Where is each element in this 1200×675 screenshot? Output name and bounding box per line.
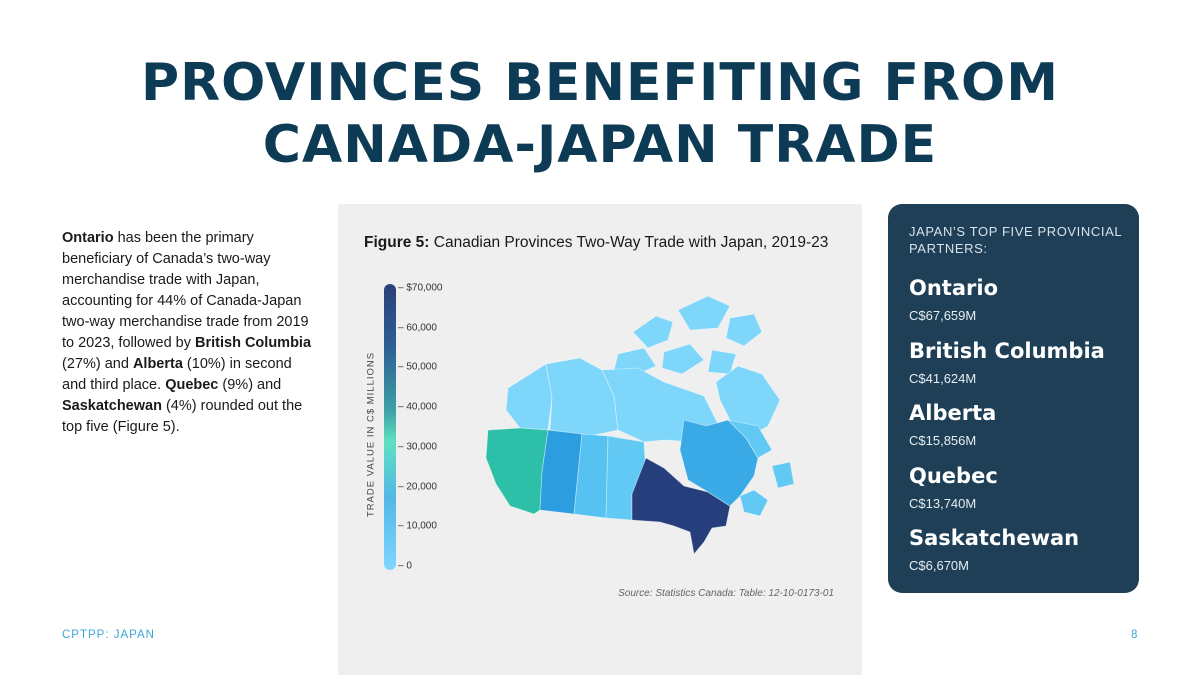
scale-tick-label: 20,000 [398,481,437,492]
intro-paragraph: Ontario has been the primary beneficiary… [62,228,314,438]
intro-text-3: (10%) in second and third place. [62,356,292,393]
partner-value: C$6,670M [909,558,969,573]
partner-entry: Ontario C$67,659M [909,276,998,323]
arctic-island [677,295,731,331]
intro-text-2: (27%) and [62,356,133,372]
scale-tick-label: 10,000 [398,521,437,532]
figure-source: Source: Statistics Canada: Table: 12-10-… [618,588,834,599]
partner-name: Quebec [909,463,998,488]
scale-tick-label: 60,000 [398,322,437,333]
arctic-island [661,343,705,375]
alberta [539,429,583,515]
top-partners-heading: JAPAN’S TOP FIVE PROVINCIAL PARTNERS: [909,224,1122,256]
page-title: PROVINCES BENEFITING FROM CANADA-JAPAN T… [0,52,1200,176]
partner-entry: British Columbia C$41,624M [909,339,1105,386]
partner-entry: Alberta C$15,856M [909,401,996,448]
footer-label: CPTPP: JAPAN [62,629,155,641]
intro-text-4: (9%) and [218,377,282,393]
arctic-island [632,315,674,349]
partner-value: C$13,740M [909,495,977,511]
partner-name: Alberta [909,401,997,425]
page-number: 8 [1131,629,1138,641]
page-title-line-1: PROVINCES BENEFITING FROM [140,53,1059,113]
yukon [505,363,553,431]
scale-tick-label: 50,000 [398,362,437,373]
top-partners-panel: JAPAN’S TOP FIVE PROVINCIAL PARTNERS: On… [888,204,1139,593]
intro-saskatchewan: Saskatchewan [62,398,162,414]
ontario [631,457,731,555]
figure-title: Figure 5: Canadian Provinces Two-Way Tra… [364,234,844,252]
figure-panel: Figure 5: Canadian Provinces Two-Way Tra… [338,204,862,675]
intro-text-5: (4%) rounded out the top five (Figure 5)… [62,398,303,435]
partner-name: Ontario [909,276,998,300]
partner-value: C$67,659M [909,308,977,323]
newfoundland-labrador [726,419,773,459]
partner-value: C$15,856M [909,433,977,448]
partner-entry: Saskatchewan C$6,670M [909,526,1079,573]
intro-quebec: Quebec [165,377,219,393]
partner-name: British Columbia [909,338,1105,363]
baffin-island [715,365,781,437]
maritimes [739,489,769,517]
arctic-island [725,313,763,347]
partner-value: C$41,624M [909,370,977,386]
figure-title-text: Canadian Provinces Two-Way Trade with Ja… [429,234,829,251]
scale-tick-label: 40,000 [398,402,437,413]
intro-alberta: Alberta [132,356,183,372]
color-scale-bar [384,284,396,570]
figure-label: Figure 5: [364,234,430,251]
scale-tick-label: 30,000 [398,441,437,452]
partner-entry: Quebec C$13,740M [909,464,998,511]
canada-map [485,295,795,555]
british-columbia [485,427,549,515]
quebec [679,419,759,507]
intro-text-1: has been the primary beneficiary of Cana… [62,230,309,351]
scale-tick-label: 0 [398,561,412,572]
partner-name: Saskatchewan [909,526,1080,550]
page-title-line-2: CANADA-JAPAN TRADE [262,115,938,175]
scale-tick-label: $70,000 [398,283,442,294]
scale-axis-title: TRADE VALUE IN C$ MILLIONS [365,351,377,518]
intro-bc: British Columbia [195,335,312,351]
intro-ontario: Ontario [62,230,114,246]
newfoundland-island [771,461,795,489]
